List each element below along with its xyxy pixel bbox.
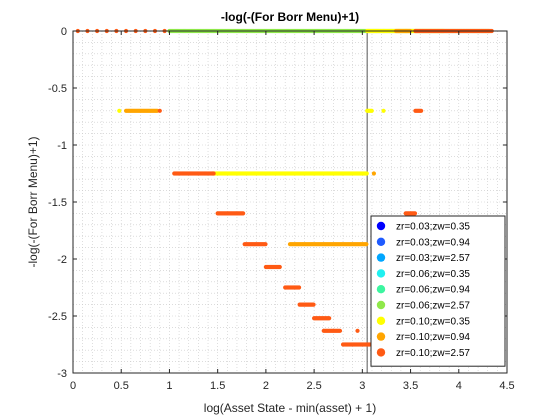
legend-marker: [376, 269, 386, 278]
legend-box: [370, 215, 506, 367]
data-point: [241, 211, 246, 216]
legend-label: zr=0.10;zw=2.57: [396, 348, 470, 359]
x-tick-label: 3.5: [403, 380, 418, 392]
legend-marker: [376, 285, 386, 294]
chart-title: -log(-(For Borr Menu)+1): [221, 10, 359, 24]
legend-marker: [376, 237, 386, 246]
legend-marker: [376, 253, 386, 262]
legend-label: zr=0.03;zw=2.57: [396, 253, 470, 264]
data-point: [369, 108, 374, 113]
data-point: [263, 242, 268, 247]
x-tick-label: 1: [166, 380, 172, 392]
y-tick-label: -2.5: [48, 311, 67, 323]
data-point: [364, 171, 369, 176]
legend-marker: [376, 316, 386, 325]
y-tick-label: -2: [57, 254, 67, 266]
y-tick-label: 0: [61, 26, 67, 38]
series-6: [117, 28, 446, 176]
y-ticks: 0 -0.5 -1 -1.5 -2 -2.5 -3: [48, 26, 507, 380]
data-point: [419, 108, 424, 113]
legend-marker: [376, 348, 386, 357]
legend-marker: [376, 300, 386, 310]
legend-label: zr=0.03;zw=0.94: [396, 237, 470, 248]
legend-marker: [376, 221, 386, 231]
data-point: [157, 108, 162, 113]
data-point: [371, 171, 377, 176]
y-tick-label: -0.5: [48, 83, 67, 95]
data-point: [355, 328, 360, 333]
x-tick-label: 2: [263, 380, 269, 392]
y-axis-title: -log(-(For Borr Menu)+1): [26, 136, 40, 267]
data-point: [311, 302, 316, 307]
legend-marker: [376, 332, 386, 341]
legend-label: zr=0.06;zw=0.94: [396, 285, 470, 296]
legend-label: zr=0.10;zw=0.35: [396, 316, 470, 327]
data-point: [117, 108, 122, 113]
data-point: [296, 285, 302, 290]
x-tick-label: 0: [70, 380, 76, 392]
x-tick-label: 4: [456, 380, 462, 392]
legend: zr=0.03;zw=0.35 zr=0.03;zw=0.94 zr=0.03;zw…: [370, 215, 506, 367]
series-7: [123, 28, 413, 247]
x-tick-label: 0.5: [114, 380, 129, 392]
data-point: [277, 264, 282, 270]
data-point: [381, 108, 386, 113]
legend-label: zr=0.03;zw=0.35: [396, 222, 470, 233]
x-tick-label: 2.5: [306, 380, 321, 392]
y-tick-label: -3: [57, 368, 67, 380]
x-tick-label: 3: [359, 380, 365, 392]
x-tick-label: 4.5: [499, 380, 514, 392]
data-point: [327, 316, 332, 321]
legend-label: zr=0.06;zw=0.35: [396, 269, 470, 280]
x-tick-label: 1.5: [210, 380, 225, 392]
data-point: [211, 171, 216, 176]
x-ticks: 0 0.5 1 1.5 2 2.5 3 3.5 4 4.5: [70, 31, 515, 392]
data-point: [412, 211, 418, 216]
data-point: [364, 242, 369, 247]
legend-label: zr=0.06;zw=2.57: [396, 301, 470, 312]
legend-label: zr=0.10;zw=0.94: [396, 332, 470, 343]
x-axis-title: log(Asset State - min(asset) + 1): [204, 401, 376, 415]
y-tick-label: -1: [57, 140, 67, 152]
y-tick-label: -1.5: [48, 197, 67, 209]
data-point: [337, 328, 343, 333]
